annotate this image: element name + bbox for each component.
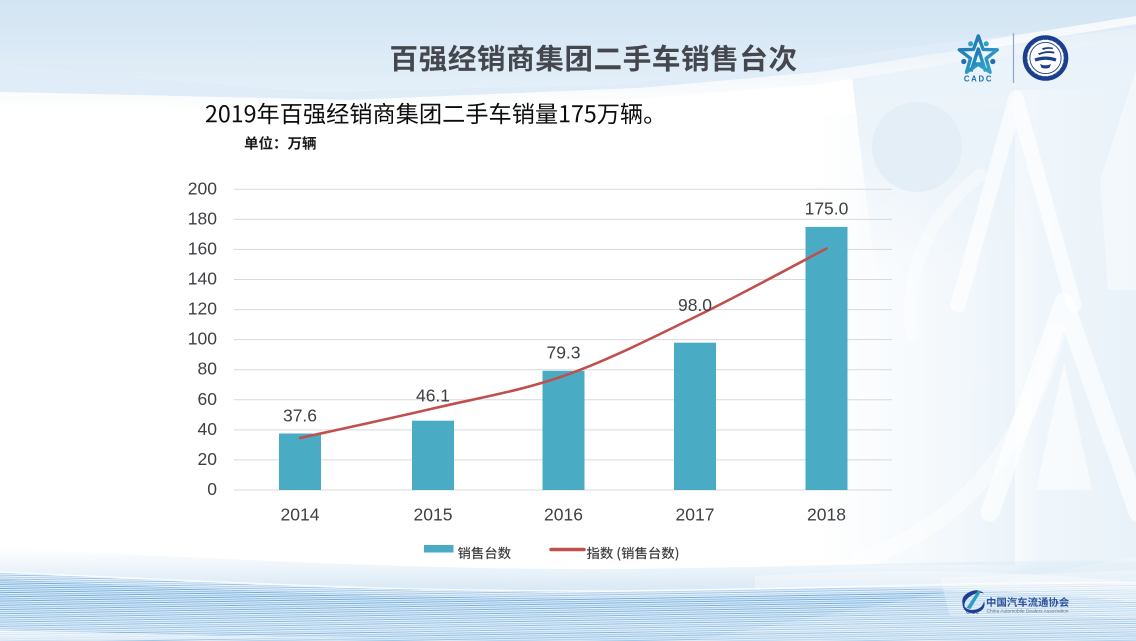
svg-text:98.0: 98.0: [678, 295, 712, 315]
svg-text:80: 80: [198, 359, 218, 379]
svg-text:120: 120: [188, 299, 217, 319]
svg-text:2016: 2016: [544, 505, 583, 525]
svg-text:175.0: 175.0: [805, 199, 849, 219]
svg-text:160: 160: [188, 238, 217, 258]
svg-text:100: 100: [188, 329, 217, 349]
svg-text:140: 140: [188, 269, 217, 289]
svg-text:40: 40: [198, 419, 218, 439]
svg-text:60: 60: [198, 389, 218, 409]
svg-text:2015: 2015: [414, 505, 453, 525]
svg-text:79.3: 79.3: [546, 343, 580, 363]
svg-text:CADC: CADC: [966, 610, 978, 615]
svg-text:46.1: 46.1: [416, 386, 450, 406]
svg-text:2017: 2017: [676, 505, 715, 525]
svg-text:0: 0: [207, 479, 217, 499]
svg-text:37.6: 37.6: [283, 406, 317, 426]
svg-text:200: 200: [188, 178, 217, 198]
svg-text:2014: 2014: [281, 505, 320, 525]
svg-text:CADC: CADC: [964, 75, 993, 84]
svg-text:2018: 2018: [807, 505, 846, 525]
svg-text:China Automobile Dealers Assoc: China Automobile Dealers Association: [987, 609, 1069, 615]
svg-text:20: 20: [198, 449, 218, 469]
svg-text:180: 180: [188, 208, 217, 228]
